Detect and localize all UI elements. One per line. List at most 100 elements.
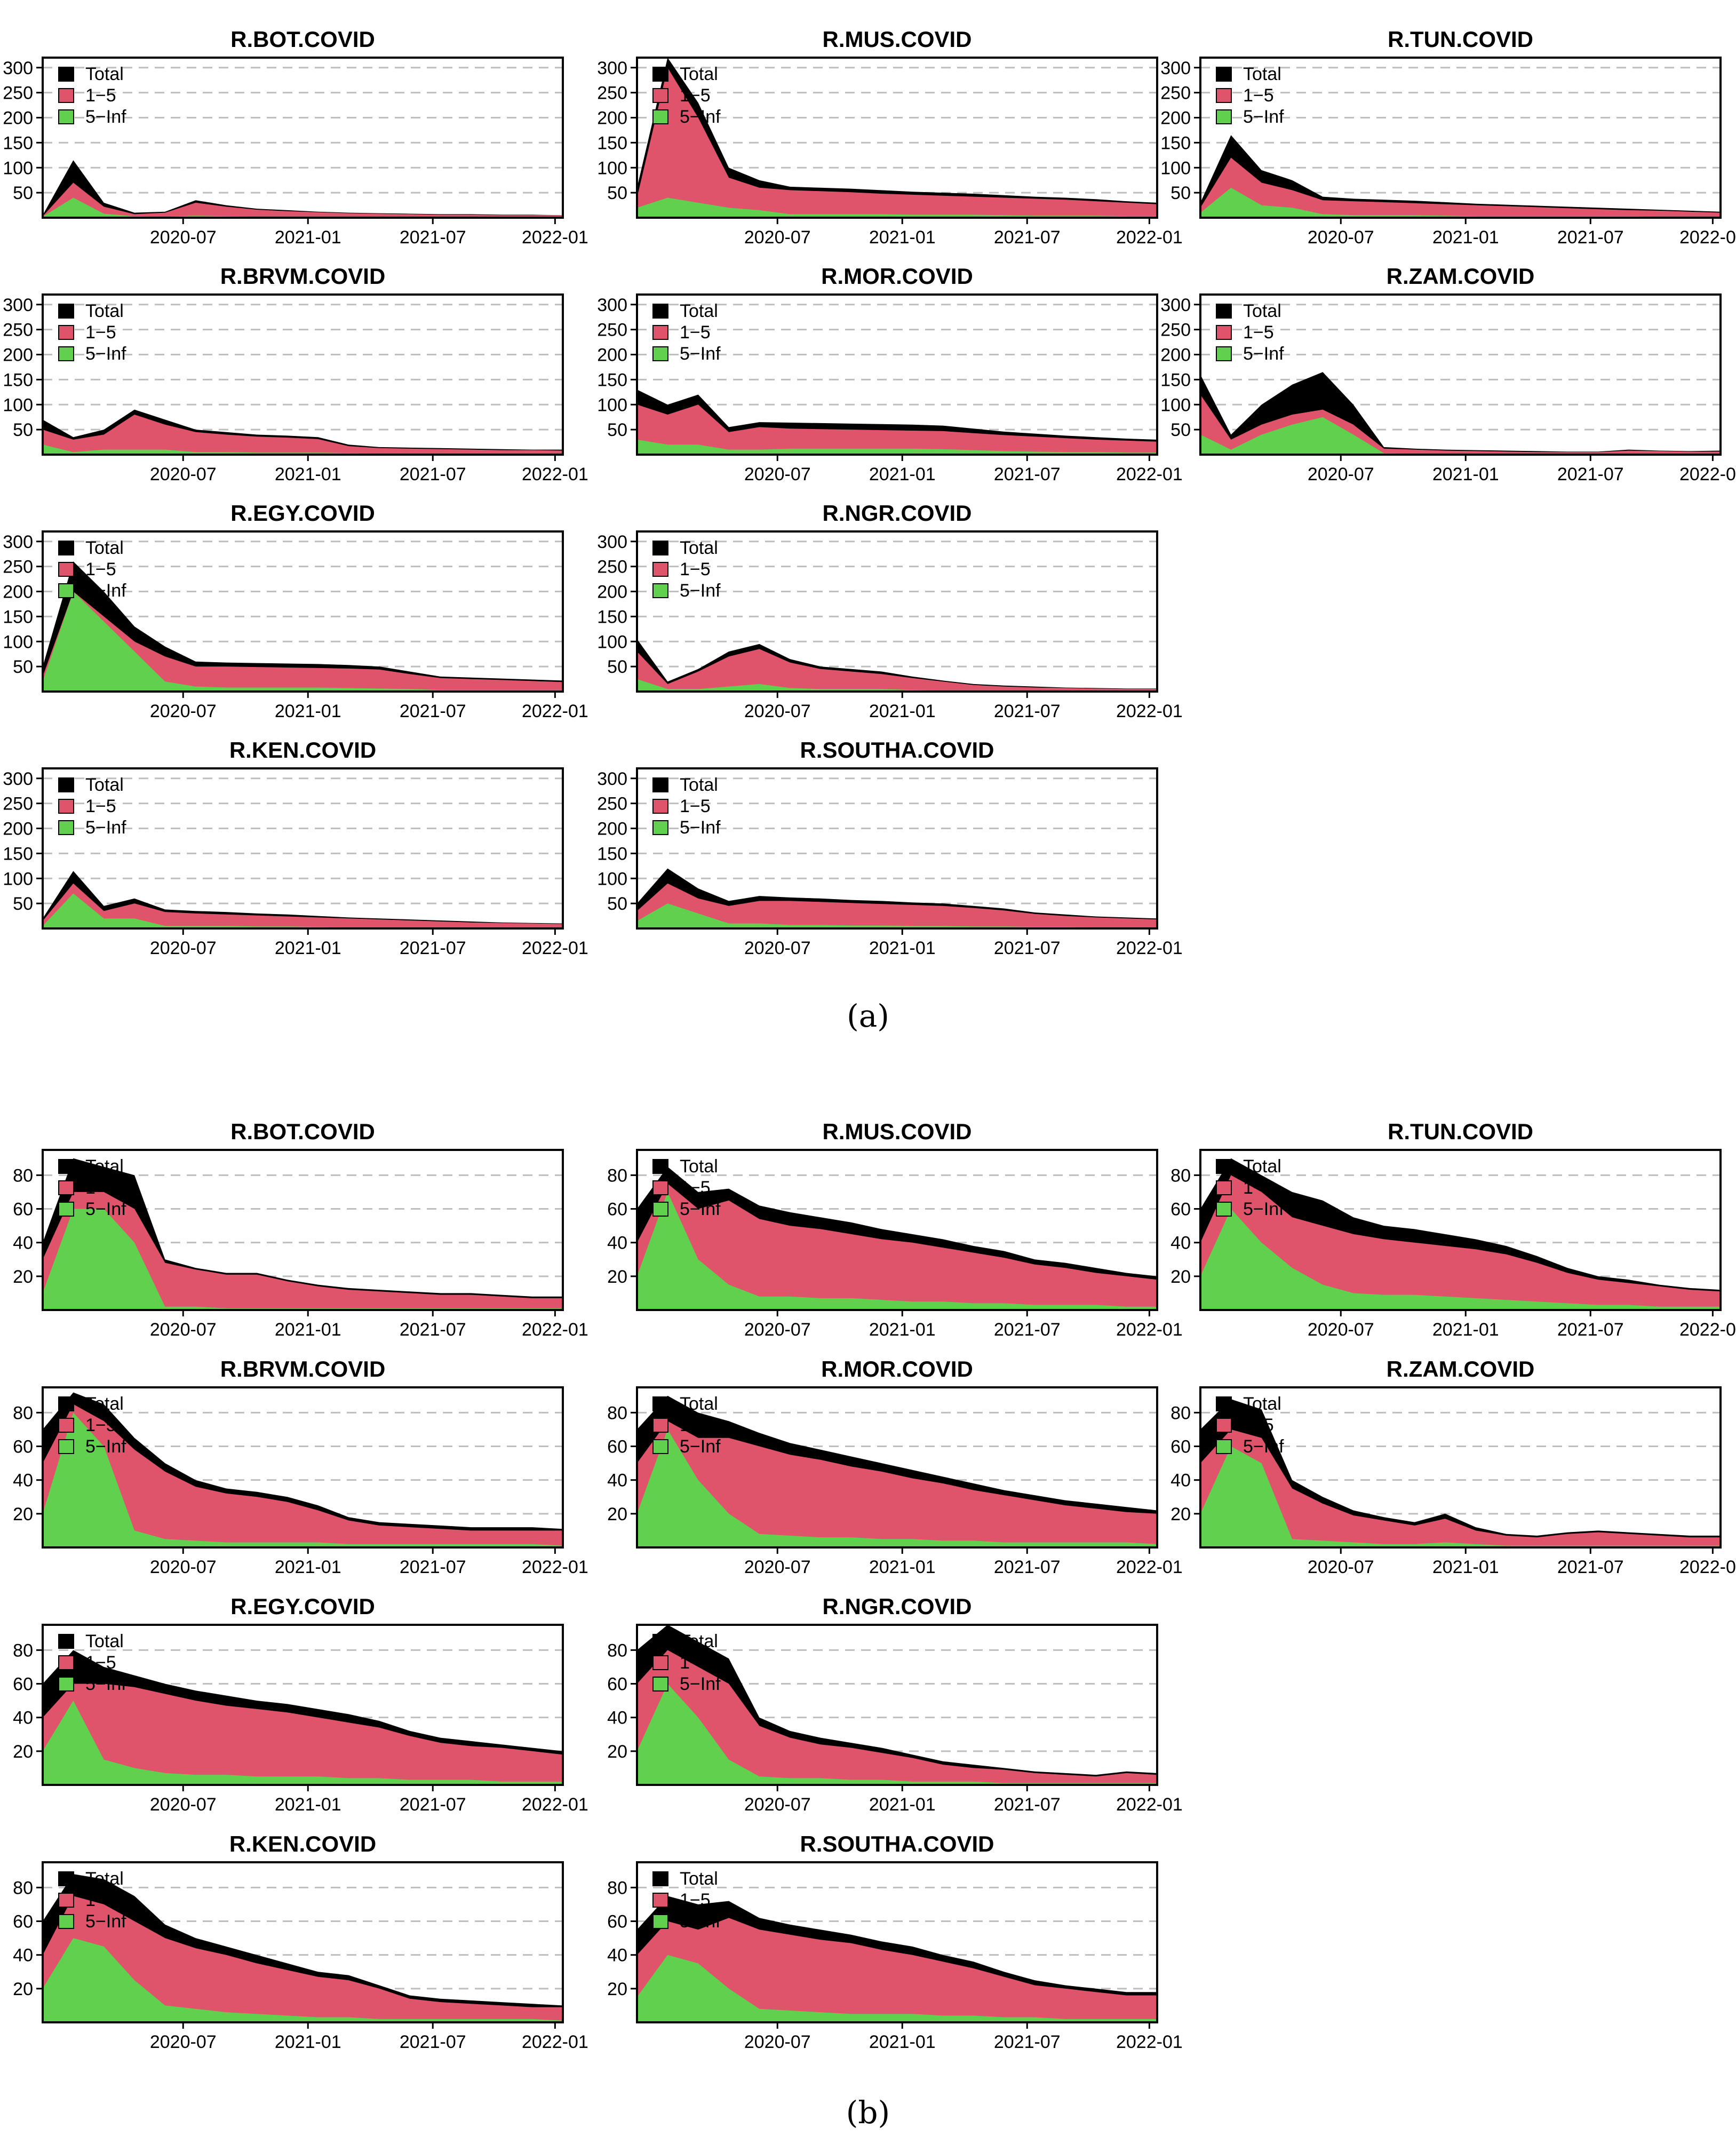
chart-b-r-brvm-covid-legend-label-total: Total (85, 1394, 124, 1414)
chart-b-r-mus-covid-ytick-label: 60 (607, 1200, 627, 1220)
chart-a-r-brvm-covid-ytick-label: 250 (3, 320, 33, 340)
chart-a-r-mor-covid-legend-swatch-1-5 (652, 325, 668, 340)
chart-b-r-ngr-covid-legend-swatch-1-5 (652, 1655, 668, 1670)
chart-b-r-mus-covid-legend-label-total: Total (680, 1156, 718, 1177)
chart-a-r-ngr-covid-legend-swatch-5-inf (652, 583, 668, 598)
chart-a-r-southa-covid-ytick-label: 150 (597, 844, 627, 864)
chart-b-r-mus-covid-title: R.MUS.COVID (822, 1119, 971, 1144)
chart-b-r-mus-covid-legend-swatch-1-5 (652, 1180, 668, 1195)
chart-b-r-tun-covid: R.TUN.COVID 20 40 60 80 2020-07 2021-01 2021-07… (1170, 1119, 1736, 1340)
chart-a-r-southa-covid-legend-label-1-5: 1−5 (680, 796, 711, 816)
chart-a-r-tun-covid-ytick-label: 300 (1160, 58, 1191, 78)
chart-b-r-southa-covid-area-5-inf (637, 1955, 1157, 2022)
chart-a-r-tun-covid-ytick-label: 100 (1160, 158, 1191, 178)
chart-a-r-mor-covid-area-1-5 (637, 404, 1157, 455)
chart-a-r-egy-covid-xtick-label: 2020-07 (150, 701, 217, 721)
chart-b-r-egy-covid-legend-label-total: Total (85, 1631, 124, 1651)
chart-b-r-mor-covid: R.MOR.COVID 20 40 60 80 2020-07 2021-01 2021-07… (607, 1356, 1183, 1577)
chart-b-r-mor-covid-ytick-label: 40 (607, 1471, 627, 1491)
chart-b-r-tun-covid-xtick-label: 2021-01 (1432, 1320, 1499, 1340)
chart-a-r-southa-covid-legend-swatch-1-5 (652, 799, 668, 814)
chart-b-r-bot-covid-ytick-label: 80 (13, 1165, 33, 1186)
chart-a-r-ken-covid-ytick-label: 200 (3, 819, 33, 839)
chart-b-r-ngr-covid-area-1-5 (637, 1650, 1157, 1785)
chart-a-r-bot-covid-legend-swatch-5-inf (58, 109, 74, 124)
chart-a-r-ngr-covid-legend-swatch-total (652, 541, 668, 555)
chart-a-r-mus-covid-ytick-label: 50 (607, 183, 627, 203)
chart-a-r-mor-covid-legend-label-5-inf: 5−Inf (680, 344, 721, 364)
chart-a-r-mus-covid-xtick-label: 2020-07 (744, 227, 811, 248)
chart-a-r-zam-covid-xtick-label: 2022-01 (1679, 464, 1736, 485)
chart-b-r-southa-covid: R.SOUTHA.COVID 20 40 60 80 2020-07 2021-01 2021… (607, 1831, 1183, 2052)
chart-a-r-tun-covid-ytick-label: 50 (1170, 183, 1191, 203)
chart-a-r-ngr-covid-legend-label-1-5: 1−5 (680, 559, 711, 579)
chart-b-r-brvm-covid-ytick-label: 80 (13, 1403, 33, 1423)
chart-a-r-southa-covid: R.SOUTHA.COVID 50 100 150 200 250 300 2020-07 20… (597, 737, 1183, 958)
chart-b-r-tun-covid-xtick-label: 2021-07 (1557, 1320, 1624, 1340)
chart-a-r-southa-covid-ytick-label: 250 (597, 794, 627, 814)
chart-b-r-ngr-covid-area-5-inf (637, 1684, 1157, 1785)
chart-a-r-southa-covid-legend-label-5-inf: 5−Inf (680, 817, 721, 838)
chart-b-r-brvm-covid-legend-swatch-5-inf (58, 1439, 74, 1454)
chart-b-r-zam-covid-title: R.ZAM.COVID (1387, 1356, 1535, 1381)
chart-b-r-mor-covid-legend-swatch-5-inf (652, 1439, 668, 1454)
chart-a-r-mor-covid-legend-label-1-5: 1−5 (680, 322, 711, 343)
chart-a-r-tun-covid-ytick-label: 200 (1160, 108, 1191, 129)
chart-b-r-brvm-covid-xtick-label: 2021-01 (275, 1557, 341, 1577)
chart-b-r-tun-covid-legend-label-5-inf: 5−Inf (1243, 1199, 1284, 1219)
chart-a-r-mus-covid-legend-label-total: Total (680, 64, 718, 84)
chart-a-r-ngr-covid-ytick-label: 100 (597, 632, 627, 652)
chart-a-r-bot-covid-ytick-label: 200 (3, 108, 33, 129)
chart-b-r-brvm-covid-area-5-inf (43, 1412, 563, 1547)
chart-a-r-mus-covid-xtick-label: 2021-01 (869, 227, 936, 248)
chart-b-r-egy-covid-xtick-label: 2021-07 (400, 1794, 466, 1815)
chart-b-r-southa-covid-ytick-label: 80 (607, 1878, 627, 1898)
chart-a-r-ngr-covid-ytick-label: 50 (607, 657, 627, 677)
chart-b-r-ken-covid-legend-label-5-inf: 5−Inf (85, 1911, 126, 1932)
chart-a-r-brvm-covid-area-5-inf (43, 444, 563, 455)
chart-b-r-mor-covid-legend-label-5-inf: 5−Inf (680, 1436, 721, 1457)
chart-a-r-brvm-covid-ytick-label: 300 (3, 295, 33, 315)
chart-a-r-mor-covid-ytick-label: 250 (597, 320, 627, 340)
chart-a-r-ngr-covid-ytick-label: 250 (597, 557, 627, 577)
chart-b-r-tun-covid-area-1-5 (1200, 1175, 1721, 1310)
chart-b-r-mus-covid-ytick-label: 20 (607, 1267, 627, 1287)
chart-b-r-zam-covid-xtick-label: 2022-01 (1679, 1557, 1736, 1577)
chart-a-r-mor-covid-ytick-label: 50 (607, 420, 627, 440)
chart-b-r-mor-covid-legend-label-1-5: 1−5 (680, 1415, 711, 1435)
chart-a-r-brvm-covid-xtick-label: 2020-07 (150, 464, 217, 485)
chart-b-r-southa-covid-legend-swatch-5-inf (652, 1914, 668, 1929)
chart-b-r-brvm-covid: R.BRVM.COVID 20 40 60 80 2020-07 2021-01 2021-0… (13, 1356, 588, 1577)
chart-a-r-egy-covid-area-total (43, 561, 563, 692)
chart-a-r-mus-covid-ytick-label: 200 (597, 108, 627, 129)
chart-a-r-brvm-covid-legend-swatch-total (58, 304, 74, 319)
chart-b-r-egy-covid-xtick-label: 2021-01 (275, 1794, 341, 1815)
chart-a-r-southa-covid-title: R.SOUTHA.COVID (800, 737, 994, 763)
chart-b-r-ngr-covid-xtick-label: 2022-01 (1116, 1794, 1183, 1815)
chart-b-r-mus-covid-frame (636, 1149, 1158, 1311)
chart-b-r-egy-covid-area-5-inf (43, 1701, 563, 1785)
chart-b-r-brvm-covid-ytick-label: 40 (13, 1471, 33, 1491)
chart-b-r-tun-covid-xtick-label: 2020-07 (1308, 1320, 1374, 1340)
chart-a-r-tun-covid-xtick-label: 2021-07 (1557, 227, 1624, 248)
chart-b-r-mor-covid-ytick-label: 80 (607, 1403, 627, 1423)
chart-a-r-ngr-covid-xtick-label: 2020-07 (744, 701, 811, 721)
chart-a-r-mor-covid-xtick-label: 2021-07 (994, 464, 1061, 485)
chart-b-r-mus-covid-area-5-inf (637, 1192, 1157, 1310)
chart-b-r-southa-covid-ytick-label: 60 (607, 1912, 627, 1932)
chart-a-r-zam-covid-ytick-label: 150 (1160, 370, 1191, 390)
chart-b-r-bot-covid-xtick-label: 2020-07 (150, 1320, 217, 1340)
chart-a-r-southa-covid-ytick-label: 100 (597, 869, 627, 889)
chart-a-r-zam-covid-ytick-label: 200 (1160, 345, 1191, 366)
chart-a-r-zam-covid-frame (1199, 293, 1722, 456)
chart-b-r-southa-covid-area-1-5 (637, 1918, 1157, 2022)
chart-a-r-mor-covid-legend-swatch-5-inf (652, 346, 668, 361)
chart-a-r-zam-covid-legend-label-5-inf: 5−Inf (1243, 344, 1284, 364)
chart-a-r-tun-covid-frame (1199, 57, 1722, 219)
chart-b-r-mus-covid-legend-swatch-5-inf (652, 1202, 668, 1217)
chart-b-r-ken-covid-ytick-label: 80 (13, 1878, 33, 1898)
chart-a-r-ken-covid-ytick-label: 50 (13, 894, 33, 914)
chart-a-r-brvm-covid-legend-label-total: Total (85, 301, 124, 321)
chart-b-r-ngr-covid-legend-label-5-inf: 5−Inf (680, 1674, 721, 1694)
chart-a-r-mor-covid-ytick-label: 300 (597, 295, 627, 315)
